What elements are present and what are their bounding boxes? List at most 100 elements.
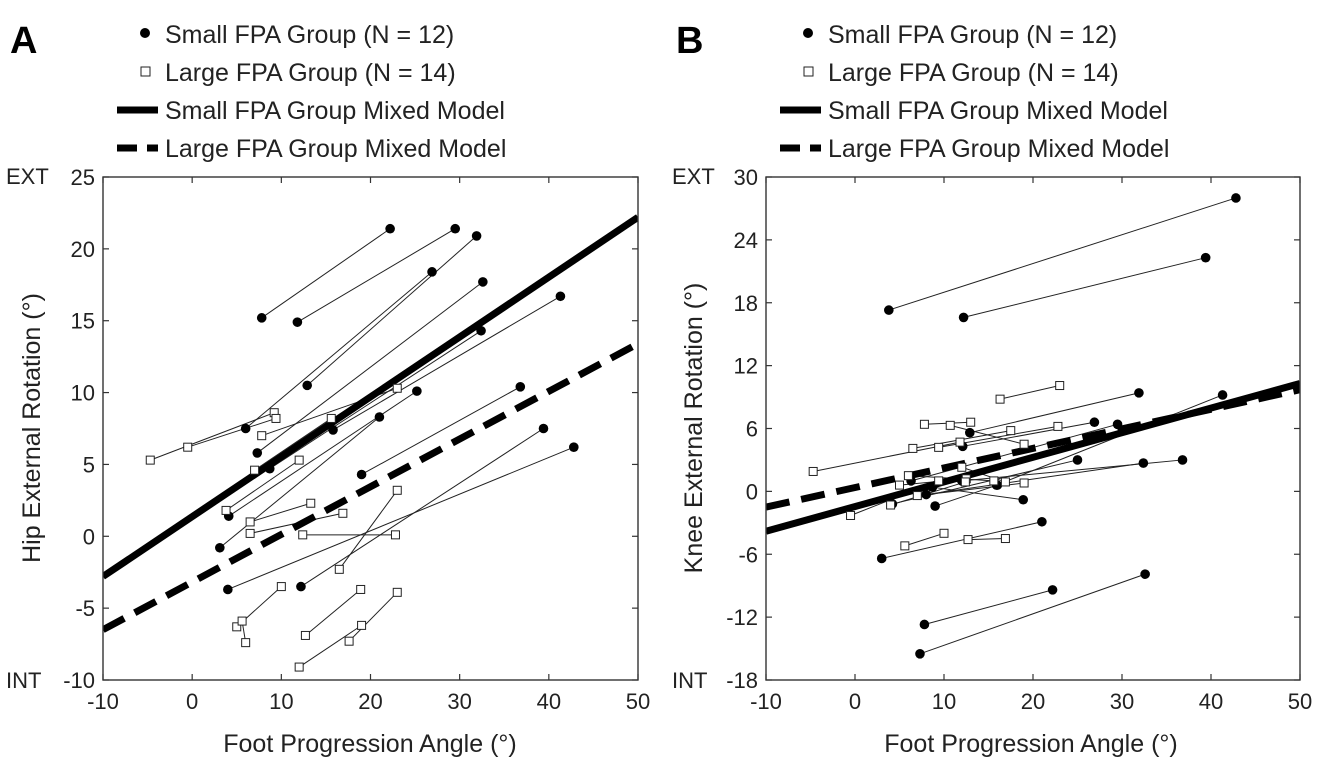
x-tick-label: -10 (750, 689, 782, 714)
legend-label: Large FPA Group (N = 14) (165, 59, 456, 87)
subject-connector (269, 330, 482, 470)
y-end-label-top: EXT (672, 164, 715, 189)
subject-connector (999, 385, 1060, 400)
legend-label: Large FPA Group Mixed Model (165, 135, 506, 163)
subject-connector (968, 538, 1006, 541)
legend-square-marker (803, 66, 814, 77)
small-fpa-point (385, 223, 395, 234)
large-fpa-point (338, 508, 348, 518)
axes: -10 0 10 20 30 40 50 -18 -12 -6 0 6 12 18 24 30 (726, 165, 1312, 714)
legend-square-marker (140, 66, 151, 77)
large-fpa-point (237, 616, 247, 626)
large-fpa-point (392, 383, 402, 393)
large-fpa-point (221, 505, 231, 515)
large-fpa-model-line (103, 340, 638, 633)
panel-label: A (10, 20, 37, 62)
subject-connector (348, 591, 398, 642)
subject-connector (934, 484, 998, 507)
y-tick-label: -18 (726, 668, 758, 693)
y-end-label-top: EXT (6, 164, 49, 189)
y-tick-label: -10 (63, 668, 95, 693)
small-fpa-point (1140, 569, 1150, 579)
subject-connector (187, 417, 277, 448)
plot-frame (765, 176, 1301, 681)
x-tick-label: 30 (1110, 689, 1134, 714)
large-fpa-point (963, 535, 973, 545)
large-fpa-point (390, 530, 400, 540)
large-fpa-point (232, 622, 242, 632)
x-tick-label: 40 (537, 689, 561, 714)
legend-circle-marker (140, 28, 150, 38)
large-fpa-point (945, 420, 955, 430)
large-fpa-point (919, 419, 929, 429)
large-fpa-point (989, 476, 999, 486)
y-tick-label: -12 (726, 605, 758, 630)
y-tick-label: 30 (734, 165, 758, 190)
y-tick-label: 6 (746, 417, 758, 442)
large-fpa-point (245, 517, 255, 527)
small-fpa-point (876, 553, 887, 564)
large-fpa-point (1019, 439, 1029, 449)
axes: -10 0 10 20 30 40 50 -10 -5 0 5 10 15 20 25 (63, 165, 650, 714)
small-fpa-point (471, 231, 482, 241)
subject-connector (996, 394, 1223, 486)
x-tick-label: 0 (186, 689, 198, 714)
large-fpa-point (298, 530, 308, 540)
large-fpa-point (294, 455, 304, 465)
small-fpa-point (478, 277, 488, 287)
y-tick-label: 12 (734, 354, 758, 379)
subject-connector (249, 502, 311, 523)
small-fpa-point (292, 317, 303, 327)
large-fpa-point (903, 471, 913, 481)
plot-area (103, 214, 638, 672)
subject-connector (881, 521, 1043, 559)
large-fpa-model-line (766, 386, 1300, 511)
small-fpa-point (1177, 455, 1188, 465)
small-fpa-point (569, 442, 579, 452)
subject-connector (361, 386, 521, 475)
large-fpa-point (294, 662, 304, 672)
large-fpa-point (257, 431, 267, 441)
subject-connector (225, 459, 300, 511)
large-fpa-point (145, 455, 155, 465)
large-fpa-point (392, 485, 402, 495)
small-fpa-point (515, 382, 526, 392)
small-fpa-point (223, 584, 233, 595)
small-fpa-point (356, 469, 367, 480)
small-fpa-point (1037, 516, 1047, 527)
large-fpa-point (846, 510, 856, 520)
small-fpa-point (1112, 419, 1123, 430)
y-tick-label: -5 (75, 596, 95, 621)
y-tick-label: 20 (71, 237, 95, 262)
large-fpa-point (1000, 477, 1010, 487)
legend-label: Large FPA Group (N = 14) (828, 59, 1119, 87)
large-fpa-point (939, 528, 949, 538)
x-tick-label: 40 (1199, 689, 1223, 714)
large-fpa-point (300, 630, 310, 640)
small-fpa-point (1200, 252, 1211, 263)
legend: Small FPA Group (N = 12) Large FPA Group … (117, 21, 506, 163)
small-fpa-point (1018, 494, 1029, 505)
x-tick-label: 30 (447, 689, 471, 714)
large-fpa-point (344, 636, 354, 646)
subject-connector (924, 589, 1053, 625)
x-tick-label: 20 (1021, 689, 1045, 714)
y-tick-label: 0 (83, 524, 95, 549)
large-fpa-point (1055, 381, 1065, 391)
subject-connector (298, 624, 362, 668)
y-tick-label: 18 (734, 291, 758, 316)
small-fpa-point (215, 542, 225, 553)
subject-connector (261, 228, 391, 319)
large-fpa-point (245, 528, 255, 538)
large-fpa-point (955, 437, 965, 447)
large-fpa-point (306, 498, 316, 508)
small-fpa-point (296, 581, 306, 592)
subject-connector (332, 295, 561, 431)
small-fpa-point (1231, 193, 1241, 203)
small-fpa-model-line (766, 380, 1300, 535)
subject-connector (306, 235, 477, 386)
y-tick-label: 10 (71, 381, 95, 406)
large-fpa-point (392, 587, 402, 597)
small-fpa-point (427, 267, 437, 277)
large-fpa-point (1006, 426, 1016, 436)
